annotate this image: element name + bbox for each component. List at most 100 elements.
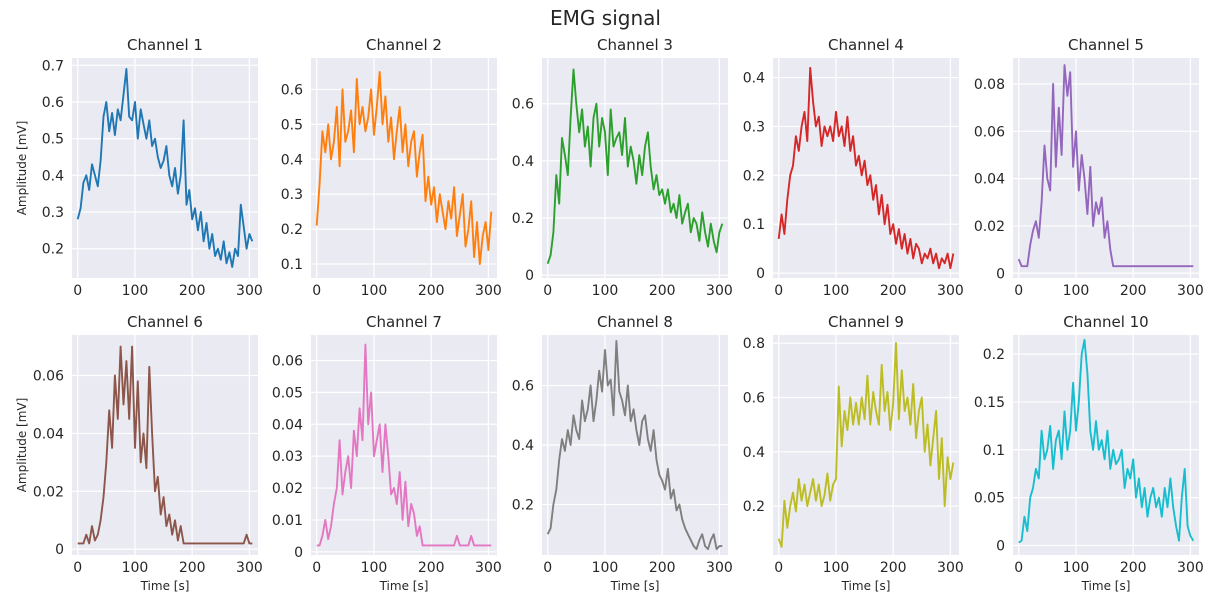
y-tick-label: 0.6 [743, 390, 765, 406]
series-line-channel-7 [316, 343, 492, 547]
x-tick-label: 200 [649, 283, 676, 299]
y-tick-label: 0.5 [281, 117, 303, 133]
series-line-channel-8 [546, 339, 723, 551]
x-tick-label: 100 [122, 560, 149, 576]
y-tick-label: 0.15 [974, 395, 1005, 411]
plot-area [72, 58, 258, 278]
x-tick-label: 200 [649, 560, 676, 576]
series-line-channel-2 [315, 71, 493, 265]
y-tick-label: 0.6 [512, 97, 534, 113]
y-tick-label: 0.2 [281, 222, 303, 238]
x-tick-label: 200 [418, 560, 445, 576]
y-tick-label: 0.04 [33, 426, 64, 442]
panel-5: 0 100 200 300 0 0.02 0.04 0.06 0.08 Channel 5 [974, 36, 1204, 299]
plot-area [311, 335, 497, 555]
panel-title: Channel 1 [127, 36, 203, 54]
x-axis-label: Time [s] [610, 579, 660, 593]
y-tick-label: 0.05 [974, 491, 1005, 507]
x-axis-label: Time [s] [1081, 579, 1131, 593]
x-tick-label: 0 [312, 560, 321, 576]
x-tick-label: 0 [774, 283, 783, 299]
y-tick-label: 0.7 [42, 58, 64, 74]
panel-7: 0 100 200 300 0 0.01 0.02 0.03 0.04 0.05 0.06 Chann… [272, 313, 502, 593]
y-tick-label: 0.3 [42, 205, 64, 221]
panel-6: 0 100 200 300 0 0.02 0.04 0.06 Channel 6 Time [s]… [15, 313, 263, 593]
panel-10: 0 100 200 300 0 0.05 0.1 0.15 0.2 Channel 10 Time … [974, 313, 1204, 593]
y-axis-label: Amplitude [mV] [15, 398, 29, 493]
panel-title: Channel 8 [597, 313, 673, 331]
x-tick-label: 300 [1177, 283, 1204, 299]
y-tick-label: 0.04 [272, 417, 303, 433]
series-line-channel-5 [1017, 64, 1194, 268]
x-tick-label: 100 [1063, 283, 1090, 299]
panel-title: Channel 10 [1063, 313, 1148, 331]
y-tick-label: 0.4 [42, 168, 64, 184]
x-tick-label: 300 [236, 283, 263, 299]
y-tick-label: 0.08 [974, 77, 1005, 93]
x-tick-label: 100 [361, 560, 388, 576]
y-tick-label: 0.2 [512, 211, 534, 227]
series-line-channel-1 [76, 68, 254, 268]
y-tick-label: 0.06 [974, 124, 1005, 140]
series-line-channel-9 [777, 342, 955, 548]
x-tick-label: 0 [73, 283, 82, 299]
x-tick-label: 300 [475, 283, 502, 299]
x-tick-label: 300 [937, 283, 964, 299]
figure-title: EMG signal [550, 6, 661, 30]
series-line-channel-10 [1018, 338, 1195, 544]
y-tick-label: 0.04 [974, 172, 1005, 188]
y-tick-label: 0 [996, 266, 1005, 282]
y-tick-label: 0.1 [983, 443, 1005, 459]
y-tick-label: 0.06 [33, 369, 64, 385]
plot-area [773, 335, 959, 555]
x-tick-label: 300 [1177, 560, 1204, 576]
y-tick-label: 0.06 [272, 354, 303, 370]
x-tick-label: 200 [418, 283, 445, 299]
y-tick-label: 0.8 [743, 336, 765, 352]
panel-title: Channel 5 [1068, 36, 1144, 54]
x-tick-label: 100 [122, 283, 149, 299]
panel-title: Channel 9 [828, 313, 904, 331]
x-tick-label: 300 [937, 560, 964, 576]
x-tick-label: 0 [73, 560, 82, 576]
x-tick-label: 0 [543, 283, 552, 299]
y-tick-label: 0.4 [512, 438, 534, 454]
y-axis-label: Amplitude [mV] [15, 121, 29, 216]
panel-9: 0 100 200 300 0.2 0.4 0.6 0.8 Channel 9 Time [s] [743, 313, 964, 593]
series-line-channel-6 [77, 345, 253, 545]
x-tick-label: 300 [706, 283, 733, 299]
x-tick-label: 200 [1120, 283, 1147, 299]
y-tick-label: 0.1 [281, 257, 303, 273]
y-tick-label: 0.01 [272, 513, 303, 529]
x-axis-label: Time [s] [841, 579, 891, 593]
x-tick-label: 0 [774, 560, 783, 576]
y-tick-label: 0 [525, 268, 534, 284]
y-tick-label: 0.4 [743, 71, 765, 87]
plot-area [311, 58, 497, 278]
panel-title: Channel 7 [366, 313, 442, 331]
y-tick-label: 0 [55, 542, 64, 558]
x-tick-label: 200 [1120, 560, 1147, 576]
x-tick-label: 100 [823, 283, 850, 299]
x-tick-label: 200 [179, 283, 206, 299]
y-tick-label: 0.3 [743, 119, 765, 135]
y-tick-label: 0.2 [743, 168, 765, 184]
y-tick-label: 0.5 [42, 132, 64, 148]
y-tick-label: 0.3 [281, 187, 303, 203]
y-tick-label: 0.02 [272, 481, 303, 497]
y-tick-label: 0.02 [33, 484, 64, 500]
panel-4: 0 100 200 300 0 0.1 0.2 0.3 0.4 Channel 4 [743, 36, 964, 299]
y-tick-label: 0.03 [272, 449, 303, 465]
x-tick-label: 300 [236, 560, 263, 576]
x-tick-label: 100 [592, 560, 619, 576]
x-tick-label: 300 [706, 560, 733, 576]
y-tick-label: 0 [294, 545, 303, 561]
y-tick-label: 0.6 [281, 82, 303, 98]
x-axis-label: Time [s] [379, 579, 429, 593]
x-tick-label: 0 [1014, 283, 1023, 299]
x-axis-label: Time [s] [140, 579, 190, 593]
y-tick-label: 0.1 [743, 217, 765, 233]
y-tick-label: 0.2 [743, 499, 765, 515]
x-tick-label: 0 [543, 560, 552, 576]
